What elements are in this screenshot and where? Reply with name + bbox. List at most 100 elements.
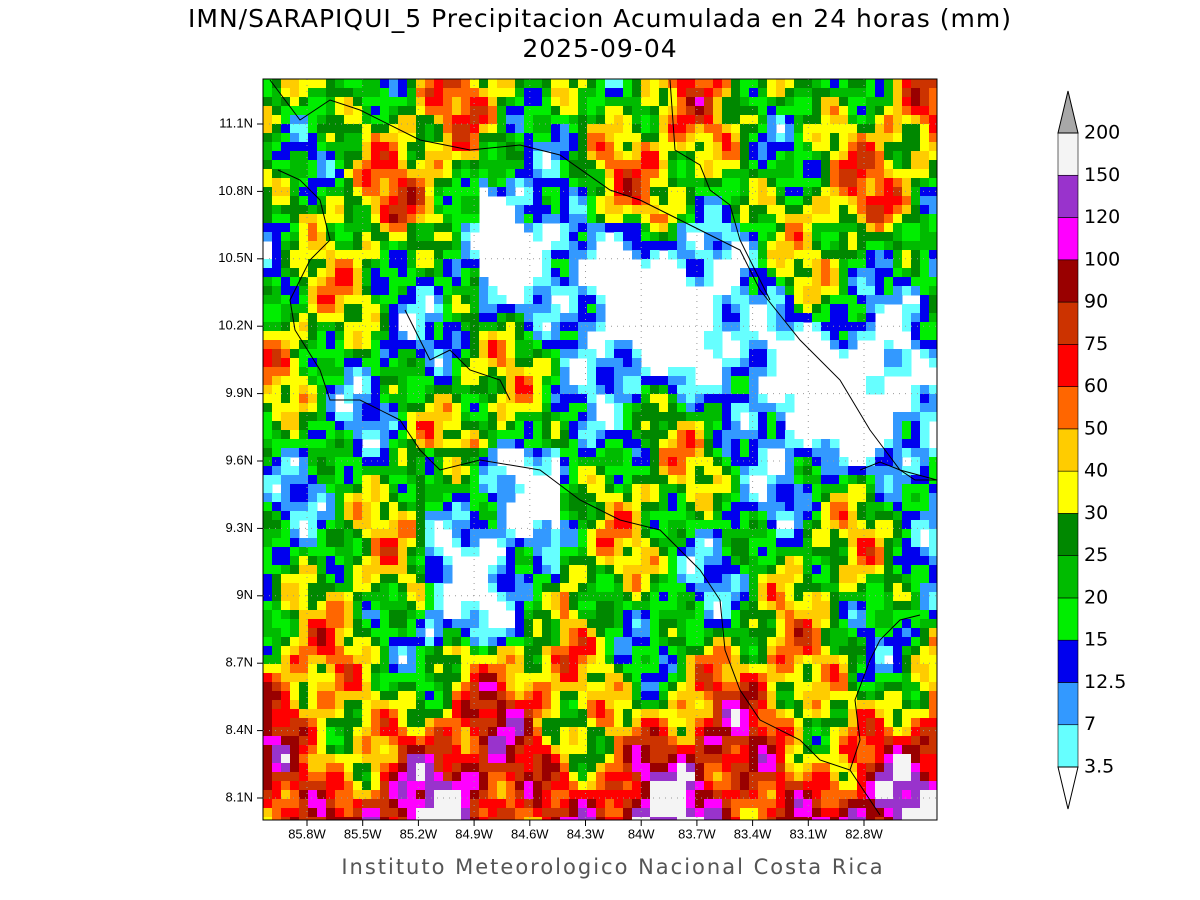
precip-cell xyxy=(425,556,435,566)
precip-cell xyxy=(758,205,768,215)
precip-cell xyxy=(353,421,363,431)
precip-cell xyxy=(911,322,921,332)
precip-cell xyxy=(758,628,768,638)
precip-cell xyxy=(812,493,822,503)
precip-cell xyxy=(389,151,399,161)
precip-cell xyxy=(749,403,759,413)
precip-cell xyxy=(848,196,858,206)
precip-cell xyxy=(866,736,876,746)
precip-cell xyxy=(362,385,372,395)
precip-cell xyxy=(326,385,336,395)
precip-cell xyxy=(425,718,435,728)
precip-cell xyxy=(884,268,894,278)
precip-cell xyxy=(353,538,363,548)
precip-cell xyxy=(767,727,777,737)
precip-cell xyxy=(362,520,372,530)
precip-cell xyxy=(371,187,381,197)
precip-cell xyxy=(704,673,714,683)
precip-cell xyxy=(758,637,768,647)
precip-cell xyxy=(308,394,318,404)
precip-cell xyxy=(911,313,921,323)
precip-cell xyxy=(731,178,741,188)
precip-cell xyxy=(659,718,669,728)
precip-cell xyxy=(902,304,912,314)
precip-cell xyxy=(461,268,471,278)
precip-cell xyxy=(524,115,534,125)
precip-cell xyxy=(497,169,507,179)
precip-cell xyxy=(848,322,858,332)
precip-cell xyxy=(785,547,795,557)
precip-cell xyxy=(326,493,336,503)
precip-cell xyxy=(299,511,309,521)
precip-cell xyxy=(866,592,876,602)
precip-cell xyxy=(533,187,543,197)
precip-cell xyxy=(281,115,291,125)
precip-cell xyxy=(677,565,687,575)
precip-cell xyxy=(605,502,615,512)
precip-cell xyxy=(533,439,543,449)
precip-cell xyxy=(479,133,489,143)
precip-cell xyxy=(407,493,417,503)
precip-cell xyxy=(407,538,417,548)
precip-cell xyxy=(848,493,858,503)
precip-cell xyxy=(830,565,840,575)
precip-cell xyxy=(362,610,372,620)
precip-cell xyxy=(749,241,759,251)
precip-cell xyxy=(749,682,759,692)
precip-cell xyxy=(614,349,624,359)
precip-cell xyxy=(920,700,930,710)
precip-cell xyxy=(686,574,696,584)
precip-cell xyxy=(542,691,552,701)
precip-cell xyxy=(425,727,435,737)
precip-cell xyxy=(398,628,408,638)
precip-cell xyxy=(713,151,723,161)
precip-cell xyxy=(614,646,624,656)
precip-cell xyxy=(542,637,552,647)
precip-cell xyxy=(353,295,363,305)
precip-cell xyxy=(344,358,354,368)
precip-cell xyxy=(695,457,705,467)
precip-cell xyxy=(389,304,399,314)
precip-cell xyxy=(794,691,804,701)
precip-cell xyxy=(479,682,489,692)
precip-cell xyxy=(443,331,453,341)
precip-cell xyxy=(884,709,894,719)
precip-cell xyxy=(749,349,759,359)
precip-cell xyxy=(821,232,831,242)
precip-cell xyxy=(839,178,849,188)
precip-cell xyxy=(722,241,732,251)
precip-cell xyxy=(776,601,786,611)
precip-cell xyxy=(920,232,930,242)
precip-cell xyxy=(758,295,768,305)
precip-cell xyxy=(704,232,714,242)
precip-cell xyxy=(614,340,624,350)
precip-cell xyxy=(398,106,408,116)
precip-cell xyxy=(344,331,354,341)
precip-cell xyxy=(479,403,489,413)
precip-cell xyxy=(317,268,327,278)
precip-cell xyxy=(326,484,336,494)
precip-cell xyxy=(299,331,309,341)
precip-cell xyxy=(677,538,687,548)
precip-cell xyxy=(524,97,534,107)
precip-cell xyxy=(272,718,282,728)
precip-cell xyxy=(587,124,597,134)
precip-cell xyxy=(596,439,606,449)
precip-cell xyxy=(794,241,804,251)
precip-cell xyxy=(497,403,507,413)
precip-cell xyxy=(605,655,615,665)
precip-cell xyxy=(848,574,858,584)
precip-cell xyxy=(263,673,273,683)
precip-cell xyxy=(281,664,291,674)
precip-cell xyxy=(479,178,489,188)
precip-cell xyxy=(263,367,273,377)
precip-cell xyxy=(614,178,624,188)
precip-cell xyxy=(389,718,399,728)
precip-cell xyxy=(767,574,777,584)
precip-cell xyxy=(389,646,399,656)
precip-cell xyxy=(272,394,282,404)
precip-cell xyxy=(326,313,336,323)
precip-cell xyxy=(722,421,732,431)
precip-cell xyxy=(758,259,768,269)
precip-cell xyxy=(803,160,813,170)
